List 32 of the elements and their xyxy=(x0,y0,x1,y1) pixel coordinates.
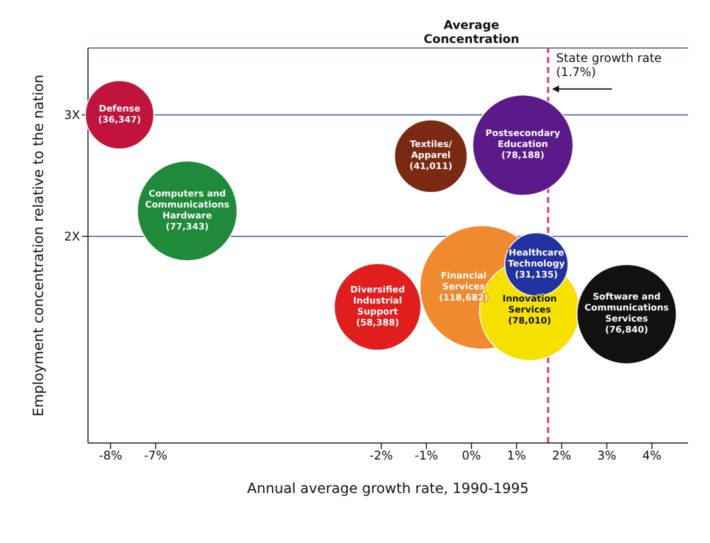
series-label: Software and Communications Services xyxy=(584,292,669,325)
annotation: (41,011) xyxy=(409,162,452,172)
annotation: (36,347) xyxy=(98,115,142,126)
x-tick-label: 4% xyxy=(642,448,662,463)
x-tick-label: 0% xyxy=(462,448,481,463)
y-tick-label: 2X xyxy=(64,230,80,244)
x-tick-label: 3% xyxy=(597,448,616,463)
series-label: Financial Services xyxy=(440,271,487,292)
series-label: Innovation Services xyxy=(502,294,557,316)
y-axis-title: Employment concentration relative to the nation xyxy=(30,74,47,417)
series-label: Postsecondary Education xyxy=(486,129,560,150)
annotation: (77,343) xyxy=(166,222,209,232)
x-axis-title: Annual average growth rate, 1990-1995 xyxy=(247,481,529,497)
y-tick-label: 3X xyxy=(64,108,80,122)
x-tick-label: 1% xyxy=(507,448,526,463)
annotation: (76,840) xyxy=(605,326,648,336)
x-tick-label: -8% xyxy=(98,448,122,463)
series-label: Diversified Industrial Support xyxy=(350,285,405,318)
x-tick-label: -1% xyxy=(414,448,438,463)
annotation: (78,188) xyxy=(501,151,544,162)
series-label: Healthcare Technology xyxy=(508,248,566,270)
series-label: Textiles/Apparel xyxy=(410,140,453,162)
x-tick-label: -2% xyxy=(370,448,393,463)
annotation: (58,388) xyxy=(356,318,400,328)
series-label: Computers and Communications Hardware xyxy=(145,189,230,222)
ref-line-label: State growth rate (1.7%) xyxy=(556,51,662,79)
text: Average Concentration xyxy=(422,18,520,46)
x-tick-label: -7% xyxy=(144,448,168,463)
annotation: (78,010) xyxy=(508,316,552,327)
annotation: (31,135) xyxy=(514,270,558,280)
series-label: Defense xyxy=(98,104,140,114)
x-tick-label: 2% xyxy=(552,448,572,463)
